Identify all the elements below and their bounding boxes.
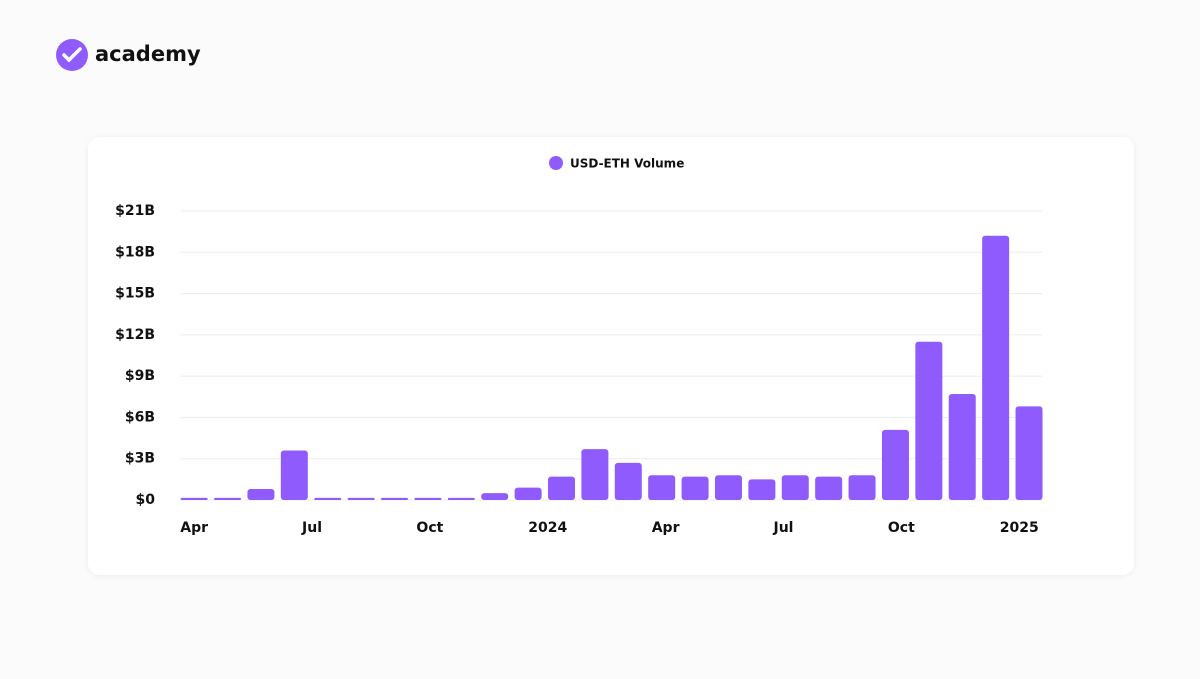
- legend-label: USD-ETH Volume: [570, 157, 684, 171]
- bar: [848, 475, 876, 500]
- y-tick-label: $6B: [125, 409, 155, 425]
- bar: [447, 497, 475, 500]
- bar: [681, 476, 709, 500]
- bar: [314, 497, 342, 500]
- bar: [347, 497, 375, 500]
- bar: [982, 235, 1010, 500]
- bar: [481, 493, 509, 500]
- bar: [1015, 406, 1043, 500]
- y-tick-label: $3B: [125, 451, 155, 467]
- bar: [414, 497, 442, 500]
- x-tick-label: Jul: [772, 520, 793, 536]
- bar: [781, 475, 809, 500]
- y-tick-label: $15B: [115, 286, 155, 302]
- x-tick-label: 2024: [528, 520, 567, 536]
- logo-check: [62, 47, 82, 63]
- bar: [547, 476, 575, 500]
- x-tick-label: Oct: [888, 520, 915, 536]
- y-tick-label: $18B: [115, 244, 155, 260]
- bar: [948, 394, 976, 500]
- legend-swatch: [549, 156, 563, 170]
- x-tick-label: 2025: [1000, 520, 1039, 536]
- x-tick-label: Oct: [416, 520, 443, 536]
- bar: [581, 449, 609, 500]
- bar: [381, 497, 409, 500]
- bar: [815, 476, 843, 500]
- bar: [748, 479, 776, 500]
- bar: [247, 488, 275, 500]
- bar: [714, 475, 742, 500]
- bar: [915, 341, 943, 500]
- y-tick-label: $21B: [115, 203, 155, 219]
- logo[interactable]: academy: [56, 39, 201, 71]
- brand: academy: [95, 42, 201, 66]
- y-tick-label: $0: [136, 492, 156, 508]
- bar: [614, 462, 642, 500]
- card: [88, 137, 1134, 575]
- legend: USD-ETH Volume: [549, 156, 684, 171]
- y-tick-label: $12B: [115, 327, 155, 343]
- x-tick-label: Jul: [301, 520, 322, 536]
- bar: [180, 497, 208, 500]
- bar: [280, 450, 308, 500]
- y-tick-label: $9B: [125, 368, 155, 384]
- bar: [214, 497, 242, 500]
- bar: [514, 487, 542, 500]
- x-tick-label: Apr: [180, 520, 208, 536]
- bar: [648, 475, 676, 500]
- bar: [881, 429, 909, 500]
- x-tick-label: Apr: [652, 520, 680, 536]
